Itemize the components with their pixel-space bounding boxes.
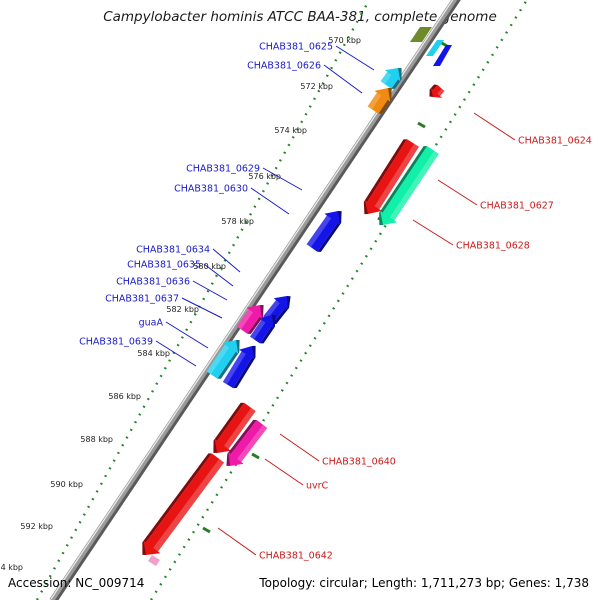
gene-arrow-chab381-0635[interactable] [248,308,281,345]
leader-line-chab381-0626 [323,64,363,94]
gene-label-uvrc[interactable]: uvrC [306,481,329,492]
leader-line-chab381-0642 [217,527,257,556]
label-leader-lines [155,45,516,556]
leader-line-guaa [165,321,209,349]
leader-line-chab381-0627 [437,179,478,206]
gene-arrow-chab381-0640[interactable] [208,401,258,460]
kbp-tick-label: 582 kbp [166,305,199,314]
kbp-tick-label: 574 kbp [274,126,307,135]
leader-line-chab381-0625 [335,45,375,71]
gene-label-chab381-0627[interactable]: CHAB381_0627 [480,201,554,212]
gene-label-chab381-0642[interactable]: CHAB381_0642 [259,551,333,562]
kbp-tick-label: 584 kbp [137,349,170,358]
gene-arrow-chab381-0625[interactable] [378,61,407,91]
kbp-tick-label: 570 kbp [328,36,361,45]
leader-line-chab381-0630 [250,187,290,215]
kbp-tick-label: 576 kbp [248,172,281,181]
gene-label-guaa[interactable]: guaA [139,318,164,329]
leader-line-uvrc [264,458,304,486]
gene-label-chab381-0636[interactable]: CHAB381_0636 [116,277,190,288]
leader-line-chab381-0635 [203,263,234,287]
gene-label-chab381-0625[interactable]: CHAB381_0625 [259,42,333,53]
kbp-tick-label: 592 kbp [20,522,53,531]
outer-tick-track [149,0,529,600]
gene-arrow-chab381-0628[interactable] [374,144,442,232]
accession-text: Accession: NC_009714 [8,576,145,590]
kbp-tick-label: 580 kbp [193,262,226,271]
gene-label-chab381-0635[interactable]: CHAB381_0635 [127,260,201,271]
gene-arrow-chab381-0637[interactable] [234,298,269,336]
map-title: Campylobacter hominis ATCC BAA-381, comp… [103,9,497,25]
gene-label-chab381-0637[interactable]: CHAB381_0637 [105,294,179,305]
gene-label-chab381-0628[interactable]: CHAB381_0628 [456,241,530,252]
leader-line-chab381-0636 [192,280,228,301]
leader-line-chab381-0634 [212,248,241,273]
gene-label-chab381-0634[interactable]: CHAB381_0634 [136,245,210,256]
kbp-tick-label: 586 kbp [108,392,141,401]
gene-arrow-chab381-0626[interactable] [365,81,397,115]
leader-line-chab381-0624 [473,112,516,141]
gene-arrow-chab381-0627[interactable] [358,138,421,221]
kbp-tick-labels: 570 kbp 572 kbp 574 kbp 576 kbp 578 kbp 580 k… [0,36,361,572]
kbp-tick-label: 578 kbp [221,217,254,226]
leader-line-chab381-0628 [412,219,454,246]
gene-features [136,27,452,566]
gene-arrow-chab381-0624[interactable] [426,83,447,103]
leader-line-chab381-0629 [262,167,303,191]
gene-arrow-uvrc[interactable] [221,418,269,473]
kbp-tick-label: 588 kbp [80,435,113,444]
gene-label-chab381-0624[interactable]: CHAB381_0624 [518,136,592,147]
leader-line-chab381-0637 [181,297,223,319]
gene-label-chab381-0629[interactable]: CHAB381_0629 [186,164,260,175]
topology-text: Topology: circular; Length: 1,711,273 bp… [259,576,589,590]
kbp-tick-label: 572 kbp [300,82,333,91]
leader-line-chab381-0640 [279,433,320,462]
gene-label-chab381-0639[interactable]: CHAB381_0639 [79,337,153,348]
unlabeled-gene-pink-bottom [148,555,160,566]
inner-tick-track [35,0,371,600]
unlabeled-gene-blue-top [433,45,452,66]
gene-arrow-chab381-0642[interactable] [136,452,226,563]
kbp-tick-label: 590 kbp [50,480,83,489]
gene-arrow-chab381-0639[interactable] [204,333,245,380]
gene-label-chab381-0640[interactable]: CHAB381_0640 [322,457,396,468]
gene-arrow-guaa[interactable] [220,340,260,390]
gene-label-chab381-0630[interactable]: CHAB381_0630 [174,184,248,195]
kbp-tick-label: 594 kbp [0,563,23,572]
gene-label-chab381-0626[interactable]: CHAB381_0626 [247,61,321,72]
leader-line-chab381-0639 [155,340,197,367]
unlabeled-gene-olive [410,27,432,42]
unlabeled-gene-cyan-top [426,40,444,56]
gene-arrow-chab381-0629[interactable] [304,204,347,254]
gene-labels: CHAB381_0625 CHAB381_0626 CHAB381_0629 CHAB… [79,42,592,562]
